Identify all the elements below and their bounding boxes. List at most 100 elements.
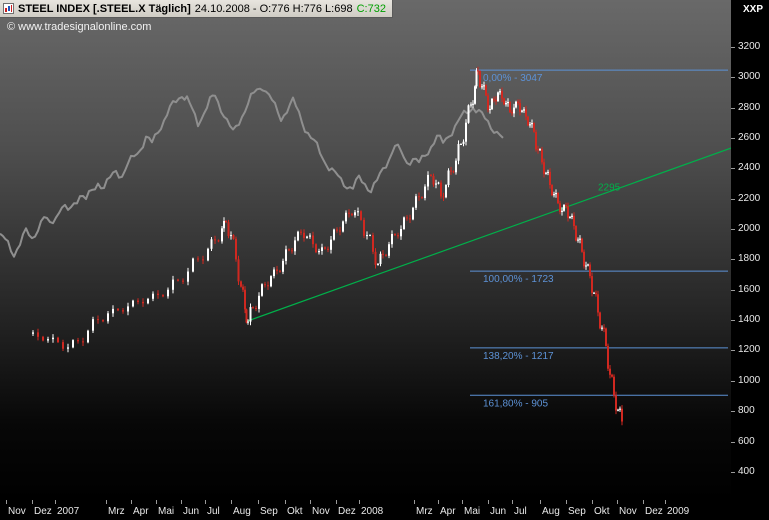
y-axis-label: 1600	[738, 284, 761, 295]
x-axis-label: Nov	[312, 506, 330, 517]
y-axis-label: 3200	[738, 41, 761, 52]
y-axis-label: 2200	[738, 193, 761, 204]
x-axis-label: Jul	[514, 506, 527, 517]
window-icon	[3, 3, 14, 14]
x-axis-tick	[592, 500, 593, 504]
x-axis-tick	[336, 500, 337, 504]
y-axis-tick	[731, 442, 735, 443]
x-axis-tick	[131, 500, 132, 504]
fib-label: 138,20% - 1217	[483, 351, 554, 362]
title-ohl: 24.10.2008 - O:776 H:776 L:698	[194, 2, 353, 15]
y-axis-tick	[731, 290, 735, 291]
title-close-value: C:732	[356, 2, 386, 15]
y-axis-tick	[731, 350, 735, 351]
x-axis-tick	[205, 500, 206, 504]
x-axis-label: Nov	[619, 506, 637, 517]
x-axis-label: Aug	[542, 506, 560, 517]
x-axis-tick	[156, 500, 157, 504]
x-axis-label: Mai	[464, 506, 481, 517]
watermark: © www.tradesignalonline.com	[7, 21, 152, 33]
y-axis-tick	[731, 47, 735, 48]
y-axis-tick	[731, 229, 735, 230]
x-axis-label: Aug	[233, 506, 251, 517]
y-axis-tick	[731, 320, 735, 321]
x-axis-label: Mrz	[108, 506, 125, 517]
x-axis-tick	[540, 500, 541, 504]
trendline-label: 2295	[598, 183, 621, 194]
fib-label: 0,00% - 3047	[483, 73, 543, 84]
y-axis-label: 1400	[738, 314, 761, 325]
x-axis-label: Jun	[183, 506, 200, 517]
y-axis-label: 2400	[738, 162, 761, 173]
x-axis-label: Mrz	[416, 506, 433, 517]
y-axis-tick	[731, 199, 735, 200]
title-instrument: STEEL INDEX [.STEEL.X Täglich]	[18, 2, 191, 15]
y-axis-tick	[731, 381, 735, 382]
x-axis-tick	[617, 500, 618, 504]
x-axis-tick	[231, 500, 232, 504]
x-axis-label: Jun	[490, 506, 507, 517]
x-axis-label: Sep	[568, 506, 586, 517]
x-axis-tick	[462, 500, 463, 504]
y-axis-label: 600	[738, 436, 755, 447]
x-axis-tick	[643, 500, 644, 504]
y-axis-tick	[731, 168, 735, 169]
trendline: 2295	[246, 147, 731, 322]
y-axis-label: 2800	[738, 102, 761, 113]
fib-label: 100,00% - 1723	[483, 274, 554, 285]
y-axis-label: 2600	[738, 132, 761, 143]
x-axis-label: Apr	[440, 506, 456, 517]
trend-line	[246, 147, 731, 322]
chart-plot-area[interactable]: 0,00% - 3047 100,00% - 1723 138,20% - 1217…	[0, 0, 731, 500]
y-axis-tick	[731, 108, 735, 109]
x-axis-label: Mai	[158, 506, 175, 517]
x-axis-tick	[665, 500, 666, 504]
y-axis-tick	[731, 138, 735, 139]
x-axis-label: Sep	[260, 506, 278, 517]
y-axis-tick	[731, 411, 735, 412]
x-axis-tick	[106, 500, 107, 504]
x-axis-tick	[414, 500, 415, 504]
x-axis-tick	[32, 500, 33, 504]
y-axis-tick	[731, 259, 735, 260]
x-axis-label: 2009	[667, 506, 690, 517]
fibonacci-retracement: 0,00% - 3047 100,00% - 1723 138,20% - 1217…	[470, 69, 728, 409]
y-axis-label: 400	[738, 466, 755, 477]
x-axis-tick	[181, 500, 182, 504]
fib-label: 161,80% - 905	[483, 398, 548, 409]
candlestick-series	[32, 66, 623, 426]
window-titlebar[interactable]: STEEL INDEX [.STEEL.X Täglich] 24.10.200…	[0, 0, 393, 18]
x-axis-label: 2007	[57, 506, 80, 517]
x-axis-label: Nov	[8, 506, 26, 517]
y-axis-label: 2000	[738, 223, 761, 234]
compare-series-line	[0, 87, 504, 258]
y-axis-label: 1000	[738, 375, 761, 386]
x-axis-tick	[566, 500, 567, 504]
y-axis-label: 800	[738, 405, 755, 416]
x-axis-tick	[359, 500, 360, 504]
x-axis-label: Dez	[338, 506, 356, 517]
x-axis-label: 2008	[361, 506, 384, 517]
x-axis-tick	[512, 500, 513, 504]
x-axis-label: Apr	[133, 506, 149, 517]
x-axis-tick	[285, 500, 286, 504]
y-axis-tick	[731, 77, 735, 78]
x-axis-tick	[438, 500, 439, 504]
x-axis-tick	[488, 500, 489, 504]
x-axis[interactable]: Nov Dez 2007 Mrz Apr Mai Jun Jul Aug Sep Okt Nov Dez…	[0, 500, 731, 520]
x-axis-tick	[55, 500, 56, 504]
x-axis-label: Jul	[207, 506, 220, 517]
x-axis-tick	[6, 500, 7, 504]
y-axis[interactable]: XXP 3200 3000 2800 2600 2400 2200 2000 1800 1600…	[731, 0, 769, 520]
y-axis-label: 1800	[738, 253, 761, 264]
x-axis-label: Dez	[34, 506, 52, 517]
y-axis-symbol: XXP	[742, 4, 763, 15]
y-axis-label: 3000	[738, 71, 761, 82]
price-chart[interactable]: 0,00% - 3047 100,00% - 1723 138,20% - 1217…	[0, 0, 731, 500]
x-axis-tick	[310, 500, 311, 504]
x-axis-label: Okt	[287, 506, 303, 517]
y-axis-label: 1200	[738, 344, 761, 355]
x-axis-label: Okt	[594, 506, 610, 517]
x-axis-label: Dez	[645, 506, 663, 517]
